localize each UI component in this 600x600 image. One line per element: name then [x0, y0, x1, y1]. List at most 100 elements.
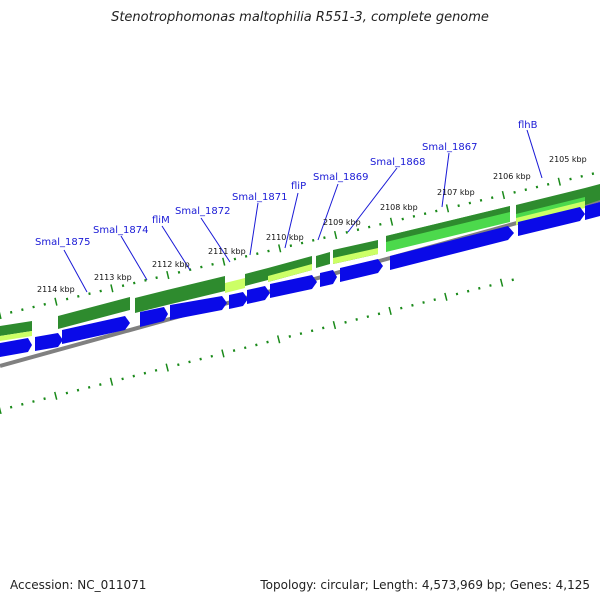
minor-tick: [401, 217, 404, 221]
minor-tick: [400, 306, 403, 310]
minor-tick: [310, 329, 314, 333]
cds-arrow: [585, 202, 600, 220]
minor-tick: [132, 374, 136, 378]
major-tick: [388, 306, 392, 316]
gene-band: [245, 268, 268, 286]
major-tick: [0, 406, 2, 415]
gene-band: [167, 276, 225, 305]
leader-line: [284, 192, 299, 249]
cds-arrow: [247, 286, 270, 304]
major-tick: [109, 377, 114, 386]
minor-tick: [300, 241, 304, 245]
major-tick: [501, 190, 506, 200]
minor-tick: [355, 318, 358, 321]
leader-line-group: [63, 129, 543, 293]
minor-tick: [267, 249, 270, 253]
major-tick: [166, 270, 170, 280]
minor-tick: [535, 185, 539, 189]
gene-band: [585, 184, 600, 205]
minor-tick: [210, 354, 214, 358]
minor-tick: [143, 371, 147, 375]
minor-tick: [489, 284, 492, 287]
minor-tick: [65, 297, 69, 301]
leader-line: [161, 225, 191, 271]
minor-tick: [433, 298, 436, 302]
minor-tick: [232, 349, 236, 352]
major-tick: [222, 257, 226, 266]
leader-line: [63, 249, 88, 293]
kbp-label: 2114 kbp: [37, 285, 75, 294]
leader-line: [441, 152, 450, 208]
minor-tick: [466, 289, 470, 293]
minor-tick: [345, 230, 349, 234]
minor-tick: [455, 292, 459, 296]
gene-label: fliP: [291, 181, 306, 192]
leader-line: [347, 167, 398, 233]
gene-label: Smal_1875: [35, 237, 90, 248]
gene-label-group: Smal_1875 Smal_1874 fliM Smal_1872 Smal_…: [35, 120, 538, 248]
kbp-label: 2109 kbp: [323, 218, 361, 227]
cds-arrow: [390, 226, 514, 270]
major-tick: [445, 204, 450, 213]
major-tick: [444, 292, 448, 301]
minor-tick: [154, 368, 158, 372]
minor-tick: [188, 360, 191, 364]
cds-arrow: [140, 307, 168, 327]
minor-tick: [479, 198, 483, 202]
minor-tick: [366, 315, 370, 319]
cds-arrow: [229, 292, 248, 309]
minor-tick: [88, 292, 91, 296]
minor-tick: [379, 222, 382, 226]
kbp-label: 2107 kbp: [437, 188, 475, 197]
major-tick: [499, 278, 504, 287]
minor-tick: [422, 301, 425, 304]
gene-band: [316, 252, 330, 268]
gene-label: flhB: [518, 120, 538, 131]
minor-tick: [21, 308, 24, 312]
kbp-label: 2110 kbp: [266, 233, 304, 242]
minor-tick: [155, 276, 158, 280]
minor-tick: [21, 402, 24, 406]
minor-tick: [546, 182, 550, 186]
gene-label: Smal_1874: [93, 225, 148, 236]
major-tick: [54, 391, 58, 400]
minor-tick: [411, 303, 414, 307]
major-tick: [221, 349, 225, 358]
minor-tick: [43, 397, 46, 401]
kbp-label: 2112 kbp: [152, 260, 190, 269]
leader-line: [249, 202, 259, 256]
minor-tick: [569, 177, 572, 181]
kbp-label: 2108 kbp: [380, 203, 418, 212]
gene-band: [135, 290, 167, 313]
minor-tick: [87, 385, 91, 389]
minor-tick: [299, 332, 303, 336]
major-tick: [389, 217, 394, 226]
minor-tick: [76, 388, 80, 392]
major-tick: [276, 335, 281, 344]
minor-tick: [211, 262, 214, 266]
major-tick: [110, 284, 114, 293]
minor-tick: [43, 302, 46, 306]
gene-band: [225, 278, 245, 293]
kbp-label: 2105 kbp: [549, 155, 587, 164]
minor-tick: [255, 343, 258, 347]
major-tick: [0, 311, 2, 320]
minor-tick: [524, 188, 528, 192]
major-tick: [557, 177, 561, 186]
cds-arrow: [320, 270, 337, 287]
gene-label: Smal_1867: [422, 142, 477, 153]
major-tick: [165, 363, 169, 372]
minor-tick: [243, 346, 247, 350]
gene-label: Smal_1871: [232, 192, 287, 203]
minor-tick: [289, 244, 293, 248]
gene-band: [386, 206, 510, 242]
cds-arrow: [340, 259, 383, 282]
minor-tick: [77, 294, 80, 298]
minor-tick: [377, 312, 381, 316]
cds-arrow: [270, 275, 317, 298]
gene-band: [333, 248, 378, 264]
cds-arrow: [62, 316, 130, 344]
minor-tick: [457, 204, 460, 208]
major-tick: [278, 244, 282, 253]
